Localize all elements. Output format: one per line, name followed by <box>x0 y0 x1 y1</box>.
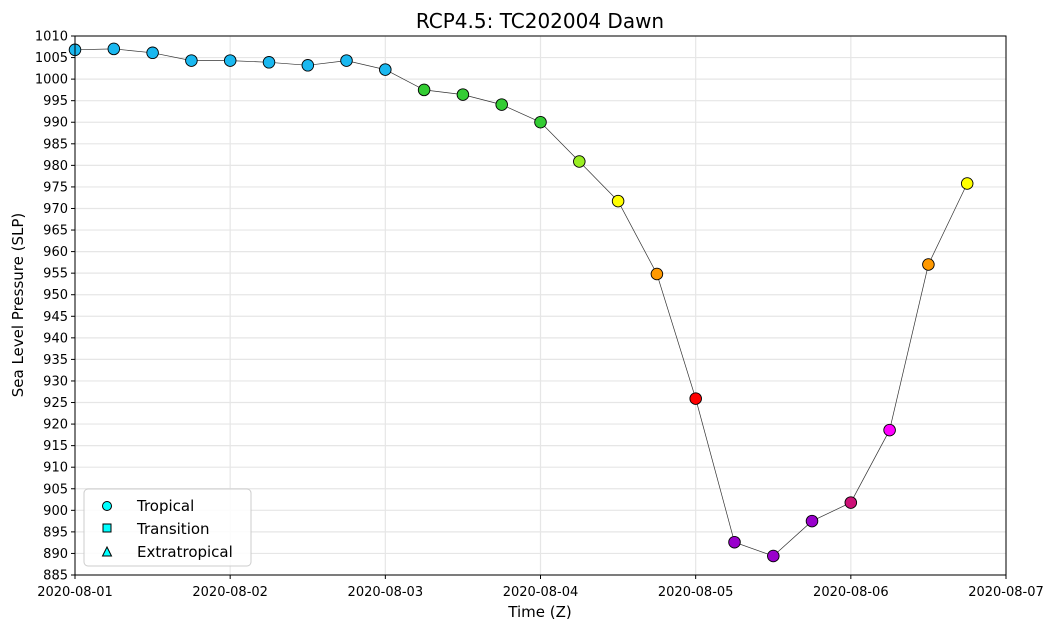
legend: Tropical Transition Extratropical <box>83 488 252 567</box>
y-tick-label: 900 <box>43 504 68 519</box>
data-point <box>573 155 586 168</box>
y-tick-label: 910 <box>43 461 68 476</box>
data-point <box>301 59 315 72</box>
data-point <box>883 423 896 437</box>
legend-box <box>83 488 252 567</box>
data-point <box>417 83 431 97</box>
data-point <box>689 392 702 405</box>
data-point <box>922 258 935 271</box>
data-point <box>960 177 974 190</box>
y-tick-label: 990 <box>43 116 68 131</box>
data-point <box>534 115 547 129</box>
y-tick-label: 895 <box>43 525 68 540</box>
y-tick-label: 975 <box>43 180 68 195</box>
x-tick-label: 2020-08-01 <box>37 585 113 600</box>
y-tick-label: 920 <box>43 418 68 433</box>
data-point <box>340 54 353 67</box>
data-point <box>495 98 508 111</box>
y-tick-label: 935 <box>43 353 68 368</box>
y-tick-label: 905 <box>43 482 68 497</box>
data-point <box>456 88 470 101</box>
data-point <box>844 496 858 509</box>
data-point <box>185 54 198 67</box>
x-tick-label: 2020-08-03 <box>348 585 424 600</box>
x-axis-ticks: 2020-08-01 2020-08-02 2020-08-03 2020-08-04… <box>37 575 1044 600</box>
data-point <box>223 54 237 67</box>
y-tick-label: 970 <box>43 202 68 217</box>
data-point <box>379 63 392 76</box>
y-tick-label: 995 <box>43 94 68 109</box>
chart-title: RCP4.5: TC202004 Dawn <box>416 9 664 33</box>
y-tick-label: 1005 <box>35 51 68 66</box>
legend-transition-marker <box>102 523 112 533</box>
y-tick-label: 985 <box>43 137 68 152</box>
y-axis-ticks: 885 890 895 900 905 910 915 920 925 930 935 940 945 9… <box>35 30 75 584</box>
x-tick-label: 2020-08-06 <box>813 585 889 600</box>
legend-extratropical-marker <box>101 545 113 557</box>
track-line <box>74 48 968 557</box>
y-tick-label: 950 <box>43 288 68 303</box>
y-tick-label: 1010 <box>35 30 68 45</box>
data-point <box>262 56 276 69</box>
data-point <box>611 194 625 208</box>
y-tick-label: 1000 <box>35 73 68 88</box>
x-axis-title: Time (Z) <box>507 603 571 621</box>
legend-tropical-marker <box>102 501 112 511</box>
data-point <box>728 535 741 549</box>
y-tick-label: 965 <box>43 224 68 239</box>
data-point <box>767 549 780 563</box>
y-tick-label: 890 <box>43 547 68 562</box>
y-tick-label: 940 <box>43 331 68 346</box>
y-tick-label: 925 <box>43 396 68 411</box>
y-tick-label: 945 <box>43 310 68 325</box>
data-points <box>68 42 974 563</box>
data-point <box>107 42 121 56</box>
x-tick-label: 2020-08-07 <box>968 585 1044 600</box>
legend-label-transition: Transition <box>136 520 210 538</box>
data-point <box>805 514 819 528</box>
y-tick-label: 930 <box>43 374 68 389</box>
y-tick-label: 955 <box>43 267 68 282</box>
legend-label-extratropical: Extratropical <box>137 543 233 561</box>
y-tick-label: 915 <box>43 439 68 454</box>
y-tick-label: 885 <box>43 569 68 584</box>
x-tick-label: 2020-08-05 <box>658 585 734 600</box>
legend-label-tropical: Tropical <box>136 497 194 515</box>
grid-lines <box>74 35 1007 576</box>
data-point <box>146 46 159 60</box>
x-tick-label: 2020-08-04 <box>503 585 579 600</box>
series-line <box>74 48 968 557</box>
data-point <box>650 267 664 281</box>
y-axis-title: Sea Level Pressure (SLP) <box>9 213 27 398</box>
y-tick-label: 960 <box>43 245 68 260</box>
y-tick-label: 980 <box>43 159 68 174</box>
x-tick-label: 2020-08-02 <box>192 585 268 600</box>
